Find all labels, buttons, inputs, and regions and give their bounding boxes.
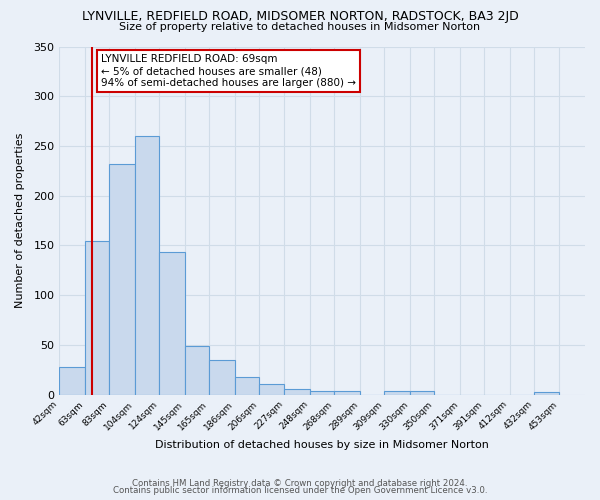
Text: Contains public sector information licensed under the Open Government Licence v3: Contains public sector information licen… — [113, 486, 487, 495]
Bar — [209, 360, 235, 394]
Bar — [185, 346, 209, 395]
Bar — [159, 252, 185, 394]
Text: LYNVILLE, REDFIELD ROAD, MIDSOMER NORTON, RADSTOCK, BA3 2JD: LYNVILLE, REDFIELD ROAD, MIDSOMER NORTON… — [82, 10, 518, 23]
Bar — [85, 240, 109, 394]
Bar — [384, 390, 410, 394]
Bar — [410, 390, 434, 394]
Bar — [59, 367, 85, 394]
Bar — [334, 390, 360, 394]
Y-axis label: Number of detached properties: Number of detached properties — [15, 133, 25, 308]
X-axis label: Distribution of detached houses by size in Midsomer Norton: Distribution of detached houses by size … — [155, 440, 489, 450]
Bar — [310, 390, 334, 394]
Bar — [235, 377, 259, 394]
Bar — [259, 384, 284, 394]
Text: Size of property relative to detached houses in Midsomer Norton: Size of property relative to detached ho… — [119, 22, 481, 32]
Text: LYNVILLE REDFIELD ROAD: 69sqm
← 5% of detached houses are smaller (48)
94% of se: LYNVILLE REDFIELD ROAD: 69sqm ← 5% of de… — [101, 54, 356, 88]
Bar — [534, 392, 559, 394]
Bar — [135, 136, 159, 394]
Text: Contains HM Land Registry data © Crown copyright and database right 2024.: Contains HM Land Registry data © Crown c… — [132, 478, 468, 488]
Bar — [284, 389, 310, 394]
Bar — [109, 164, 135, 394]
